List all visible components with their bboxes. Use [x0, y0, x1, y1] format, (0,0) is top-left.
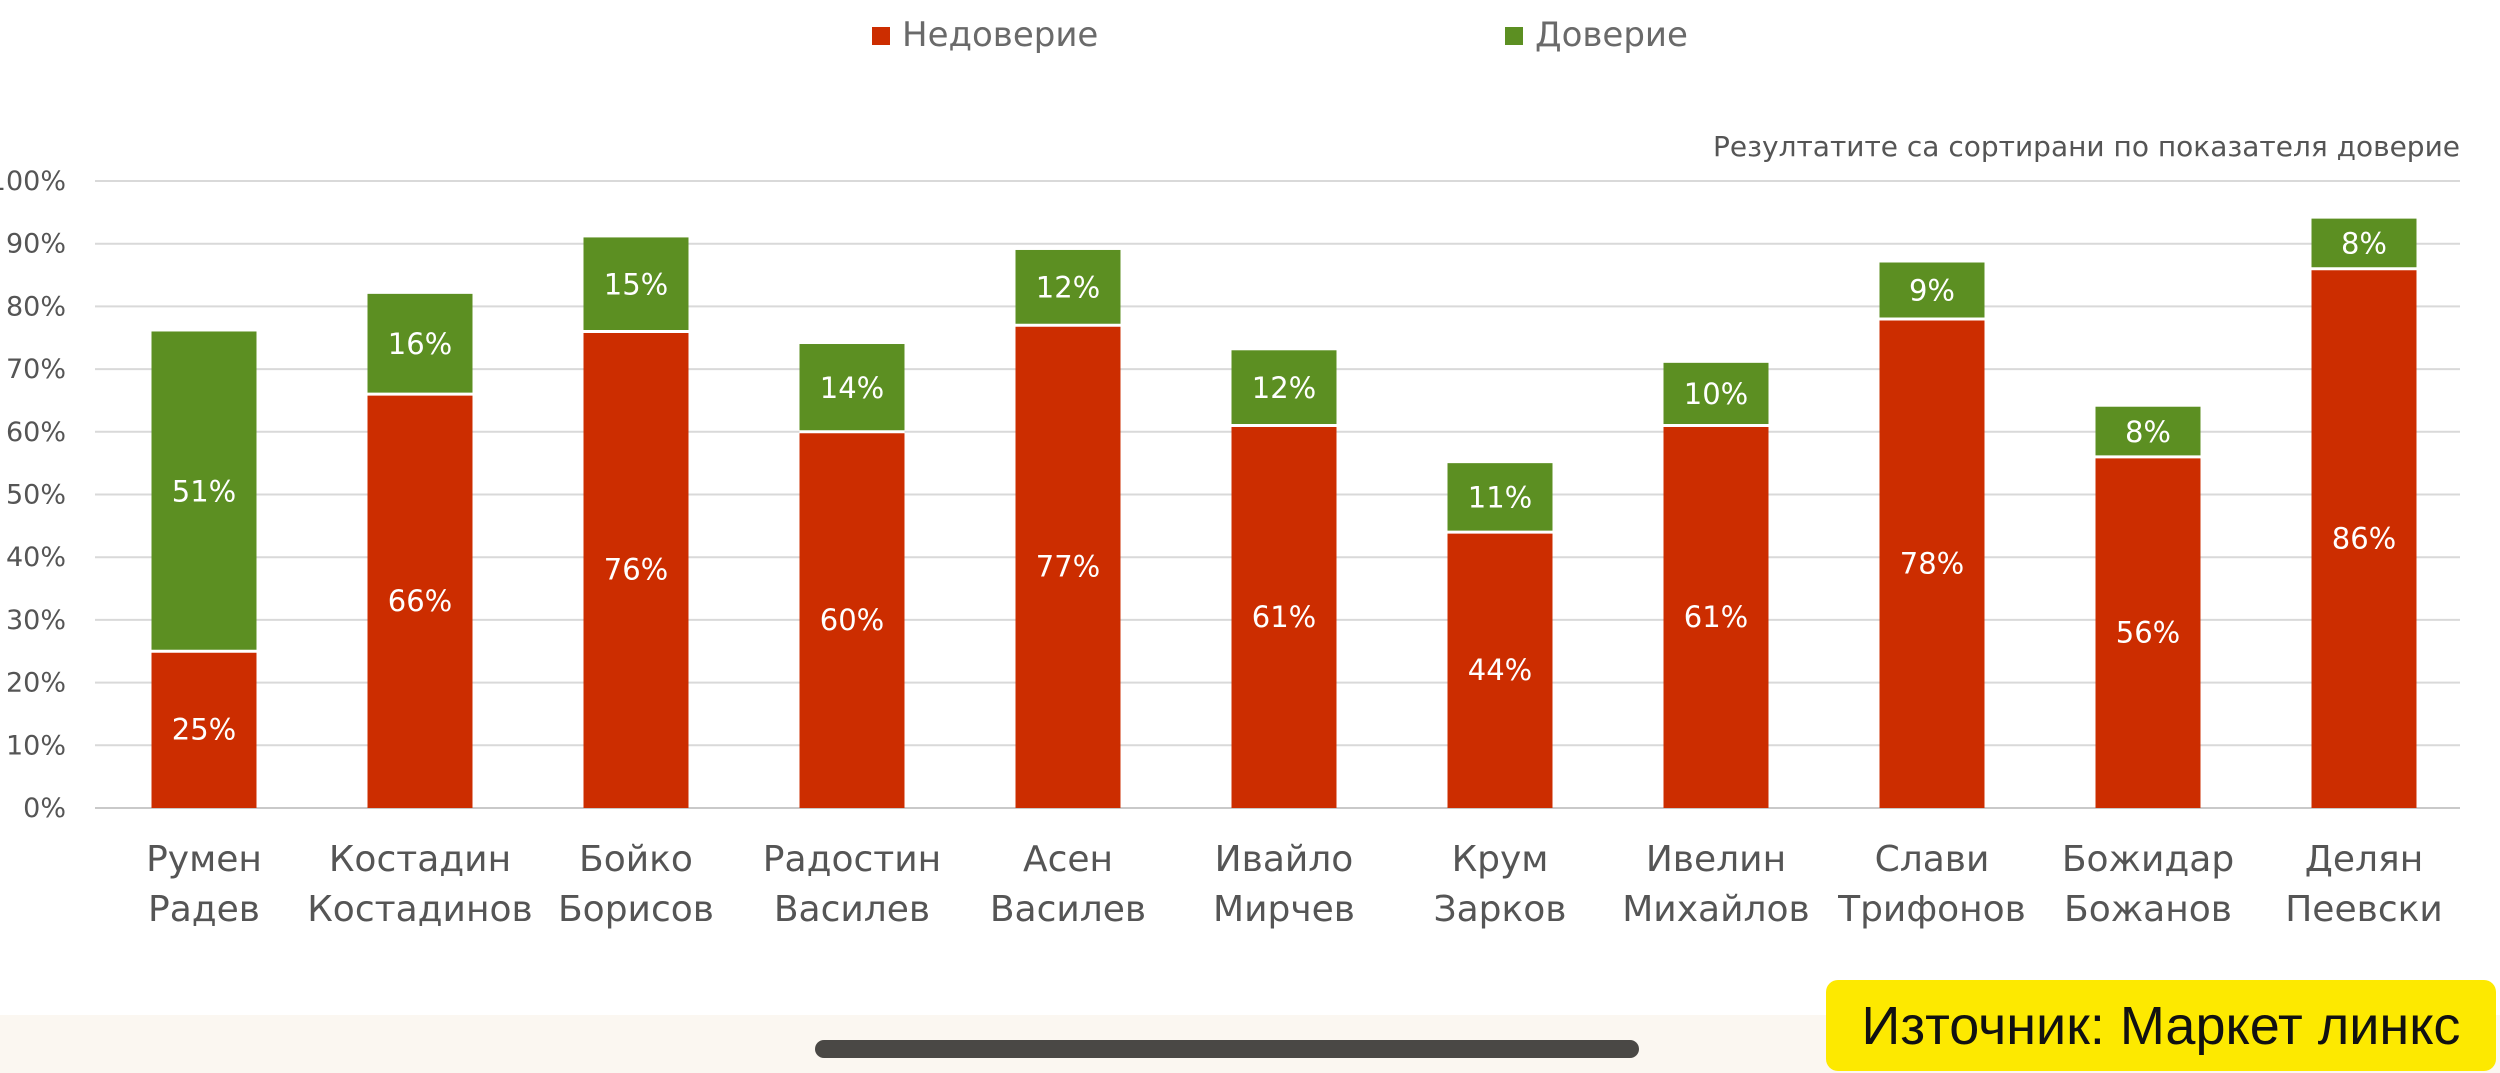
x-tick-label: Василев: [990, 889, 1146, 930]
legend-label: Недоверие: [902, 15, 1098, 55]
x-tick-label: Борисов: [558, 889, 714, 930]
legend-swatch: [1505, 27, 1523, 45]
data-label: 61%: [1684, 600, 1748, 634]
bar-segment: [1447, 463, 1553, 533]
data-label: 51%: [172, 474, 236, 508]
bar-segment: [151, 651, 257, 808]
chart-note: Резултатите са сортирани по показателя д…: [1713, 130, 2460, 163]
bar-segment: [583, 237, 689, 332]
bar-segment: [2095, 406, 2201, 457]
x-tick-label: Пеевски: [2285, 889, 2443, 930]
data-label: 44%: [1468, 653, 1532, 687]
x-tick-label: Румен: [146, 839, 262, 880]
data-label: 10%: [1684, 377, 1748, 411]
y-tick-label: 0%: [23, 793, 66, 824]
bar-segment: [2095, 456, 2201, 808]
x-tick-label: Бойко: [579, 839, 693, 880]
x-tick-label: Слави: [1875, 839, 1990, 880]
x-tick-label: Костадинов: [307, 889, 532, 930]
home-indicator[interactable]: [815, 1040, 1639, 1058]
data-label: 12%: [1252, 371, 1316, 405]
x-tick-label: Божанов: [2064, 889, 2232, 930]
stacked-bar-chart: 0% 10% 20% 30% 40% 50% 60% 70% 80% 90% 100% Недовер…: [0, 15, 2460, 930]
x-tick-label: Зарков: [1434, 889, 1567, 930]
data-label: 9%: [1909, 274, 1955, 308]
bar-segment: [799, 431, 905, 808]
x-tick-label: Радостин: [763, 839, 941, 880]
bar-segment: [1663, 362, 1769, 426]
x-tick-label: Ивайло: [1215, 839, 1354, 880]
data-label: 61%: [1252, 600, 1316, 634]
data-label: 66%: [388, 584, 452, 618]
data-label: 15%: [604, 267, 668, 301]
bar-segment: [2311, 218, 2417, 269]
y-tick-label: 20%: [6, 668, 66, 699]
bar-segment: [1879, 318, 1985, 808]
bar-segment: [1231, 425, 1337, 808]
x-tick-label: Божидар: [2062, 839, 2234, 880]
data-label: 25%: [172, 713, 236, 747]
y-tick-label: 70%: [6, 354, 66, 385]
source-badge: Източник: Маркет линкс: [1826, 980, 2496, 1071]
y-tick-label: 10%: [6, 730, 66, 761]
x-tick-label: Ивелин: [1646, 839, 1786, 880]
y-tick-label: 90%: [6, 229, 66, 260]
bar-segment: [1231, 350, 1337, 426]
x-tick-label: Костадин: [329, 839, 511, 880]
bar-segment: [1663, 425, 1769, 808]
x-tick-label: Асен: [1023, 839, 1113, 880]
data-label: 11%: [1468, 481, 1532, 515]
data-label: 86%: [2332, 521, 2396, 555]
x-tick-label: Крум: [1452, 839, 1549, 880]
data-label: 60%: [820, 603, 884, 637]
y-tick-label: 30%: [6, 605, 66, 636]
data-label: 77%: [1036, 550, 1100, 584]
data-label: 56%: [2116, 615, 2180, 649]
x-tick-label: Радев: [148, 889, 260, 930]
bar-segment: [367, 293, 473, 395]
y-tick-label: 100%: [0, 166, 66, 197]
bar-segment: [367, 394, 473, 808]
y-tick-label: 80%: [6, 291, 66, 322]
x-tick-label: Василев: [774, 889, 930, 930]
bar-segment: [583, 331, 689, 808]
data-label: 16%: [388, 327, 452, 361]
bar-segment: [799, 344, 905, 432]
legend-swatch: [872, 27, 890, 45]
y-tick-label: 50%: [6, 480, 66, 511]
y-tick-label: 40%: [6, 542, 66, 573]
x-tick-label: Делян: [2305, 839, 2423, 880]
bar-segment: [1879, 262, 1985, 319]
data-label: 8%: [2125, 415, 2171, 449]
x-tick-label: Трифонов: [1837, 889, 2026, 930]
legend-label: Доверие: [1535, 15, 1688, 55]
x-tick-label: Мирчев: [1213, 889, 1355, 930]
bar-segment: [1447, 532, 1553, 808]
data-label: 14%: [820, 371, 884, 405]
y-tick-label: 60%: [6, 417, 66, 448]
data-label: 12%: [1036, 271, 1100, 305]
bar-segment: [1015, 325, 1121, 808]
data-label: 8%: [2341, 227, 2387, 261]
bar-segment: [1015, 249, 1121, 326]
x-tick-label: Михайлов: [1622, 889, 1809, 930]
bar-segment: [151, 331, 257, 652]
data-label: 76%: [604, 553, 668, 587]
bar-segment: [2311, 268, 2417, 808]
data-label: 78%: [1900, 546, 1964, 580]
